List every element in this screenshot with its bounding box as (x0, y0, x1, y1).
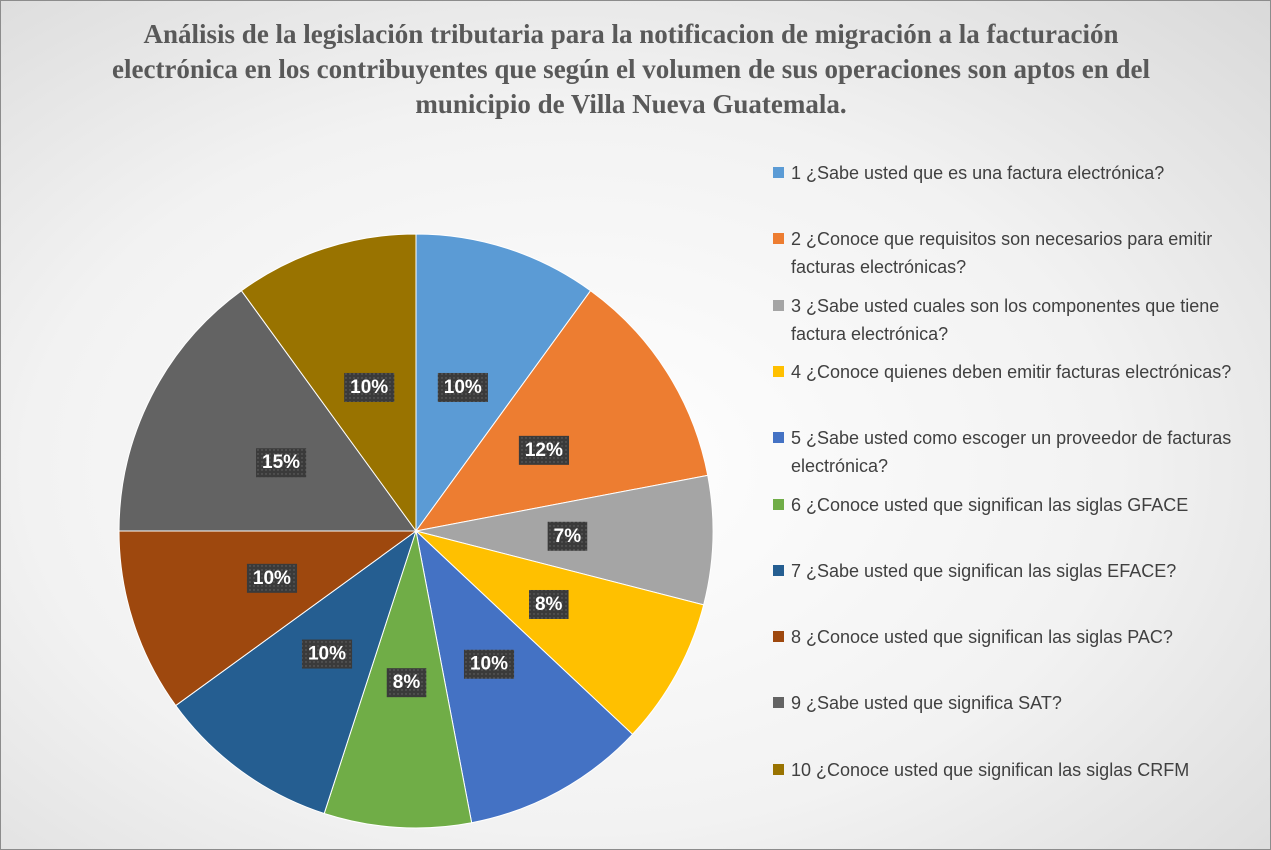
legend-item: 4 ¿Conoce quienes deben emitir facturas … (773, 358, 1270, 386)
legend-item: 9 ¿Sabe usted que significa SAT? (773, 689, 1270, 717)
data-label-box (344, 372, 395, 402)
legend-label: 10 ¿Conoce usted que significan las sigl… (791, 759, 1190, 780)
data-label: 10% (350, 377, 388, 398)
legend-item: 6 ¿Conoce usted que significan las sigla… (773, 491, 1270, 519)
data-label-box (528, 589, 569, 619)
legend-swatch (773, 299, 784, 311)
legend-label: 5 ¿Sabe usted como escoger un proveedor … (791, 428, 1232, 477)
pie-slice (415, 530, 705, 736)
data-label-box (547, 521, 588, 551)
legend-swatch (773, 498, 784, 510)
pie-slice (118, 290, 417, 532)
chart-title: Análisis de la legislación tributaria pa… (111, 19, 1150, 119)
data-label-box (463, 649, 515, 679)
data-label: 10% (444, 377, 482, 398)
data-label: 7% (554, 526, 582, 547)
data-label-box (246, 563, 298, 593)
legend-label: 7 ¿Sabe usted que significan las siglas … (791, 560, 1177, 581)
data-label: 10% (253, 568, 291, 589)
data-label-box (301, 639, 353, 669)
legend-swatch (773, 167, 784, 178)
legend-label: 1 ¿Sabe usted que es una factura electró… (791, 163, 1165, 183)
legend-item: 10 ¿Conoce usted que significan las sigl… (773, 756, 1270, 784)
legend-label: 4 ¿Conoce quienes deben emitir facturas … (791, 361, 1232, 382)
data-label: 10% (308, 644, 346, 665)
pie-slice (175, 529, 417, 815)
legend-label: 6 ¿Conoce usted que significan las sigla… (791, 494, 1189, 515)
legend-swatch (773, 564, 784, 576)
pie-slice (415, 529, 634, 824)
legend-label: 3 ¿Sabe usted cuales son los componentes… (791, 295, 1220, 344)
data-label: 10% (470, 654, 508, 675)
legend-swatch (773, 763, 784, 775)
legend-swatch (773, 365, 784, 377)
legend-item: 1 ¿Sabe usted que es una factura electró… (773, 159, 1270, 187)
pie-slice (414, 290, 709, 532)
legend-item: 2 ¿Conoce que requisitos son necesarios … (773, 225, 1270, 281)
legend-swatch (773, 631, 784, 643)
data-label-box (437, 372, 488, 402)
legend-swatch (773, 233, 784, 245)
data-label-box (518, 435, 570, 465)
legend-swatch (773, 697, 784, 709)
data-label-box (256, 448, 307, 478)
legend-item: 7 ¿Sabe usted que significan las siglas … (773, 557, 1270, 585)
legend-item: 3 ¿Sabe usted cuales son los componentes… (773, 292, 1270, 348)
legend-label: 8 ¿Conoce usted que significan las sigla… (791, 627, 1173, 648)
data-label: 12% (525, 440, 563, 461)
pie-slice (240, 233, 417, 533)
data-label: 8% (393, 672, 421, 693)
pie-slice (415, 233, 592, 533)
legend-swatch (773, 432, 784, 444)
legend-item: 5 ¿Sabe usted como escoger un proveedor … (773, 424, 1270, 480)
pie-slice (118, 530, 418, 707)
data-label: 8% (535, 594, 563, 615)
data-label: 15% (262, 452, 300, 473)
legend-label: 2 ¿Conoce que requisitos son necesarios … (791, 229, 1213, 278)
legend-item: 8 ¿Conoce usted que significan las sigla… (773, 623, 1270, 651)
legend-label: 9 ¿Sabe usted que significa SAT? (791, 693, 1062, 714)
data-label-box (386, 668, 427, 698)
